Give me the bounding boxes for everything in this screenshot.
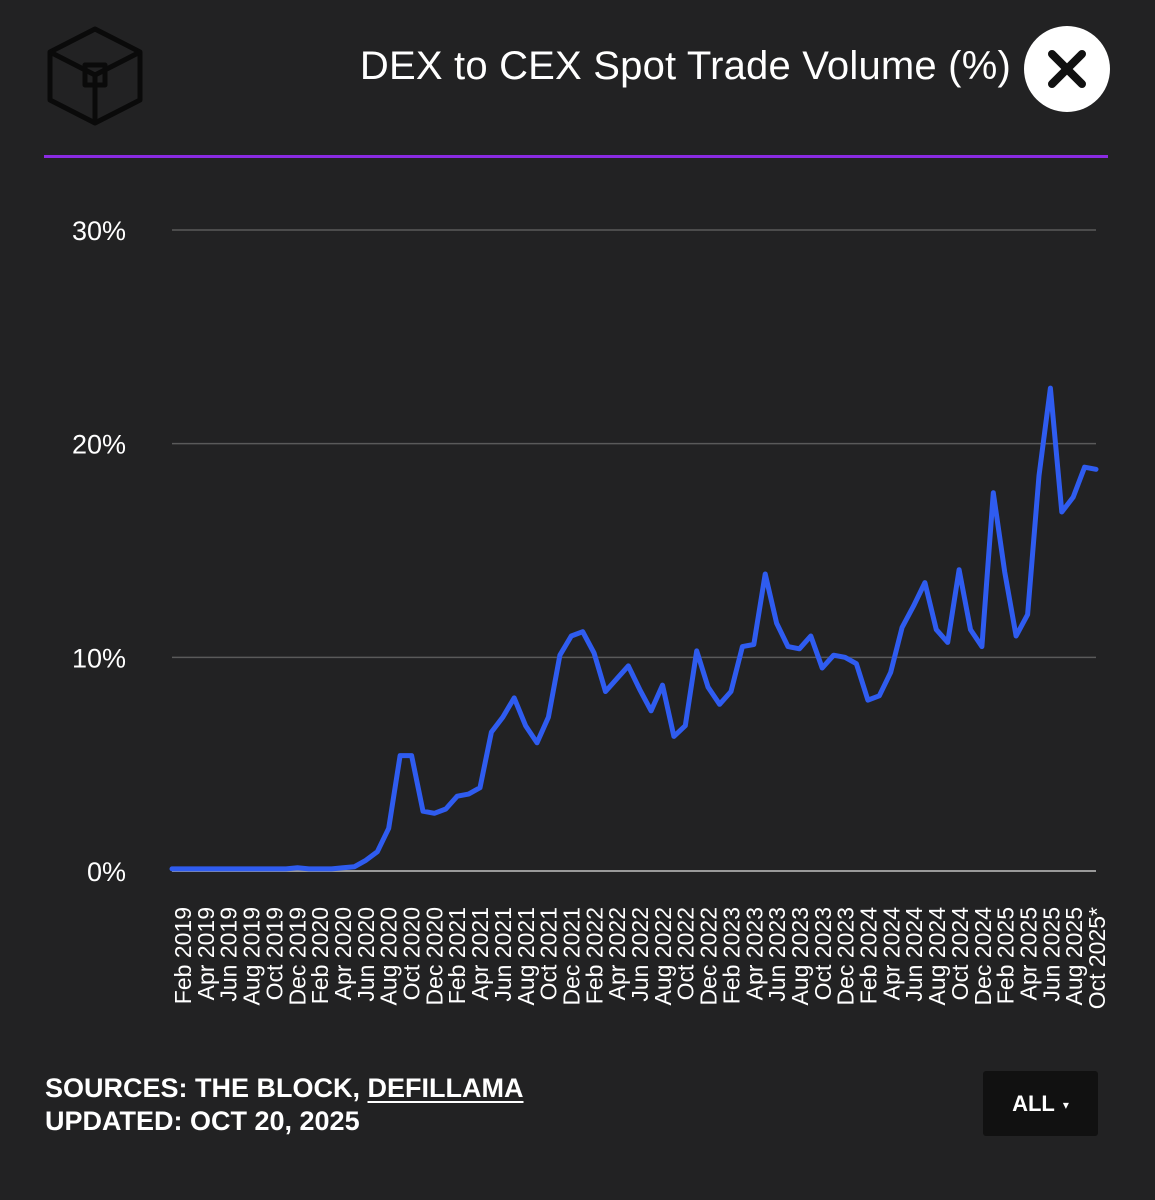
x-tick-label: Apr 2020: [330, 907, 356, 1000]
x-tick-label: Jun 2024: [901, 907, 927, 1002]
y-tick-label: 10%: [72, 643, 126, 673]
x-tick-label: Dec 2024: [970, 907, 996, 1006]
x-tick-label: Dec 2020: [421, 907, 447, 1005]
x-tick-label: Dec 2023: [833, 907, 859, 1005]
x-tick-label: Dec 2019: [284, 907, 310, 1005]
x-tick-label: Jun 2025: [1038, 907, 1064, 1002]
x-tick-label: Oct 2023: [810, 907, 836, 1000]
close-button[interactable]: [1024, 26, 1110, 112]
x-tick-label: Dec 2021: [558, 907, 584, 1005]
chart-title: DEX to CEX Spot Trade Volume (%): [359, 44, 1011, 88]
y-tick-label: 30%: [72, 216, 126, 246]
x-tick-label: Apr 2023: [741, 907, 767, 1000]
x-tick-label: Aug 2025: [1061, 907, 1087, 1005]
x-tick-label: Jun 2019: [216, 907, 242, 1002]
chevron-down-icon: ▾: [1062, 1098, 1069, 1112]
x-tick-label: Oct 2024: [947, 907, 973, 1001]
close-icon: [1048, 50, 1086, 88]
x-tick-label: Jun 2021: [490, 907, 516, 1002]
x-tick-label: Feb 2024: [856, 907, 882, 1004]
the-block-cube-icon: [47, 26, 143, 126]
x-tick-label: Jun 2022: [627, 907, 653, 1002]
x-tick-label: Feb 2025: [993, 907, 1019, 1004]
x-tick-label: Apr 2024: [878, 907, 904, 1001]
x-tick-label: Jun 2020: [353, 907, 379, 1002]
x-tick-label: Feb 2019: [170, 907, 196, 1004]
header-divider: [44, 155, 1108, 158]
y-tick-label: 20%: [72, 430, 126, 460]
chart-footer: SOURCES: THE BLOCK, DEFILLAMA UPDATED: O…: [45, 1072, 524, 1138]
x-tick-label: Oct 2025*: [1084, 907, 1110, 1009]
x-tick-label: Feb 2021: [444, 907, 470, 1004]
y-tick-label: 0%: [87, 857, 126, 887]
x-tick-label: Aug 2024: [924, 907, 950, 1006]
x-tick-label: Aug 2019: [239, 907, 265, 1005]
x-tick-label: Jun 2023: [764, 907, 790, 1002]
x-tick-label: Aug 2021: [513, 907, 539, 1005]
x-tick-label: Aug 2020: [376, 907, 402, 1005]
x-tick-label: Oct 2019: [261, 907, 287, 1000]
sources-prefix: SOURCES: THE BLOCK,: [45, 1073, 368, 1103]
x-tick-label: Oct 2022: [673, 907, 699, 1000]
updated-date: UPDATED: OCT 20, 2025: [45, 1106, 360, 1136]
x-tick-label: Feb 2022: [581, 907, 607, 1004]
series-line: [169, 385, 1099, 872]
range-select-value: ALL: [1012, 1090, 1055, 1116]
sources-line: SOURCES: THE BLOCK, DEFILLAMA: [45, 1072, 524, 1105]
x-tick-label: Feb 2020: [307, 907, 333, 1004]
x-tick-label: Aug 2023: [787, 907, 813, 1005]
x-tick-label: Apr 2019: [193, 907, 219, 1000]
defillama-link[interactable]: DEFILLAMA: [367, 1073, 524, 1103]
x-tick-label: Apr 2022: [604, 907, 630, 1000]
x-tick-label: Feb 2023: [718, 907, 744, 1004]
x-tick-label: Aug 2022: [650, 907, 676, 1005]
x-tick-label: Apr 2021: [467, 907, 493, 1000]
x-tick-label: Apr 2025: [1015, 907, 1041, 1000]
x-tick-label: Oct 2020: [399, 907, 425, 1000]
x-tick-label: Oct 2021: [536, 907, 562, 1000]
range-select[interactable]: ALL ▾: [983, 1071, 1098, 1136]
x-tick-label: Dec 2022: [696, 907, 722, 1005]
